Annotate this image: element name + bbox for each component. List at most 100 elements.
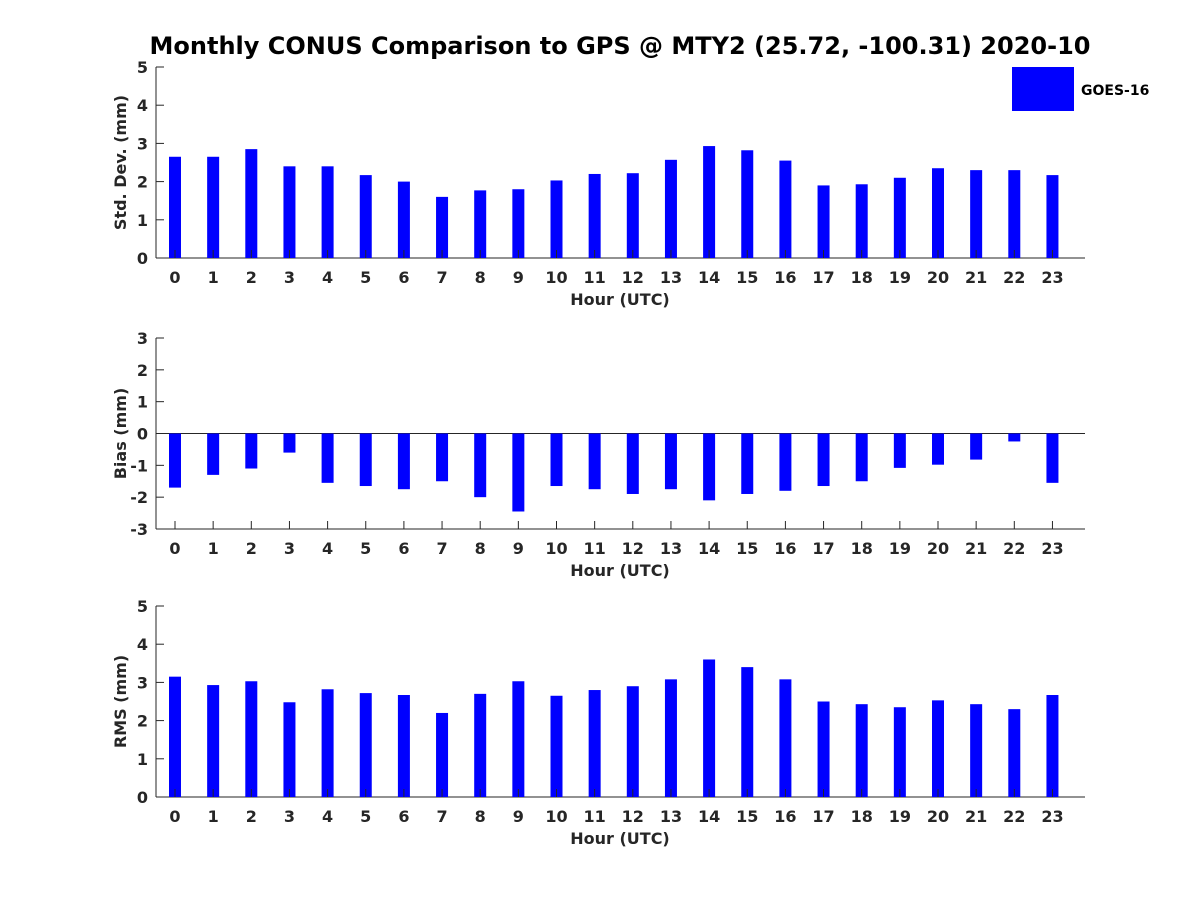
x-axis-label: Hour (UTC) — [570, 561, 670, 580]
bar — [970, 433, 983, 460]
bar — [245, 681, 258, 797]
y-tick-label: -2 — [130, 488, 148, 507]
bar — [245, 433, 258, 469]
x-tick-label: 17 — [812, 807, 834, 826]
y-tick-label: -3 — [130, 520, 148, 539]
x-tick-label: 15 — [736, 268, 758, 287]
bar — [1008, 170, 1021, 258]
x-tick-label: 13 — [660, 268, 682, 287]
bar — [588, 690, 601, 797]
y-tick-label: 0 — [137, 249, 148, 268]
x-tick-label: 8 — [475, 539, 486, 558]
chart-title: Monthly CONUS Comparison to GPS @ MTY2 (… — [150, 32, 1091, 60]
x-tick-label: 21 — [965, 539, 987, 558]
x-tick-label: 1 — [208, 807, 219, 826]
x-tick-label: 23 — [1041, 268, 1063, 287]
bar — [169, 433, 181, 488]
bar — [970, 704, 983, 797]
x-tick-label: 0 — [169, 807, 180, 826]
bar — [207, 433, 220, 475]
bar — [664, 159, 677, 258]
x-tick-label: 10 — [545, 268, 567, 287]
x-tick-label: 1 — [208, 539, 219, 558]
x-tick-label: 0 — [169, 268, 180, 287]
x-tick-label: 4 — [322, 807, 333, 826]
y-tick-label: 4 — [137, 96, 148, 115]
x-tick-label: 7 — [436, 807, 447, 826]
x-tick-label: 23 — [1041, 807, 1063, 826]
x-tick-label: 13 — [660, 539, 682, 558]
bar — [741, 433, 754, 494]
bar — [474, 693, 487, 797]
x-tick-label: 12 — [622, 268, 644, 287]
y-tick-label: 2 — [137, 712, 148, 731]
bar — [321, 689, 334, 797]
legend-label: GOES-16 — [1081, 83, 1149, 99]
bar — [741, 150, 754, 258]
x-tick-label: 22 — [1003, 268, 1025, 287]
bar — [626, 173, 639, 258]
bar — [397, 433, 410, 490]
x-tick-label: 11 — [584, 268, 606, 287]
bar — [741, 667, 754, 797]
x-tick-label: 19 — [889, 807, 911, 826]
bar — [932, 700, 944, 797]
x-tick-label: 20 — [927, 268, 949, 287]
x-tick-label: 4 — [322, 539, 333, 558]
x-tick-label: 23 — [1041, 539, 1063, 558]
bar — [397, 695, 410, 797]
y-tick-label: 1 — [137, 211, 148, 230]
x-tick-label: 12 — [622, 807, 644, 826]
bar — [474, 433, 487, 498]
x-tick-label: 7 — [436, 268, 447, 287]
bar — [283, 702, 296, 797]
bar — [779, 679, 792, 797]
bar — [512, 433, 525, 512]
x-tick-label: 4 — [322, 268, 333, 287]
x-tick-label: 10 — [545, 807, 567, 826]
x-tick-label: 14 — [698, 268, 720, 287]
bar — [932, 168, 944, 258]
bar — [703, 659, 716, 797]
bar — [283, 166, 296, 258]
y-axis-label: RMS (mm) — [111, 655, 130, 748]
bar — [474, 190, 487, 258]
x-tick-label: 5 — [360, 268, 371, 287]
bar — [626, 686, 639, 797]
y-tick-label: 4 — [137, 635, 148, 654]
bar — [512, 681, 525, 797]
x-tick-label: 16 — [774, 807, 796, 826]
x-tick-label: 14 — [698, 539, 720, 558]
bar — [779, 160, 792, 258]
bar — [893, 433, 906, 468]
bar — [664, 679, 677, 797]
x-tick-label: 9 — [513, 268, 524, 287]
bar — [588, 173, 601, 258]
x-tick-label: 18 — [851, 539, 873, 558]
bar — [207, 156, 220, 258]
x-tick-label: 3 — [284, 807, 295, 826]
y-tick-label: 5 — [137, 597, 148, 616]
x-tick-label: 20 — [927, 539, 949, 558]
x-tick-label: 17 — [812, 539, 834, 558]
legend: GOES-16 — [1012, 67, 1149, 111]
bar — [817, 701, 830, 797]
x-tick-label: 15 — [736, 807, 758, 826]
x-tick-label: 5 — [360, 539, 371, 558]
bar — [359, 433, 372, 487]
x-tick-label: 13 — [660, 807, 682, 826]
bar — [932, 433, 944, 465]
x-tick-label: 3 — [284, 268, 295, 287]
y-tick-label: 2 — [137, 361, 148, 380]
x-tick-label: 11 — [584, 807, 606, 826]
bar — [855, 184, 868, 258]
x-tick-label: 16 — [774, 268, 796, 287]
bar — [893, 177, 906, 258]
x-tick-label: 22 — [1003, 539, 1025, 558]
y-axis-label: Bias (mm) — [111, 388, 130, 480]
bar — [1046, 175, 1059, 258]
bar — [436, 196, 449, 258]
y-tick-label: 3 — [137, 329, 148, 348]
